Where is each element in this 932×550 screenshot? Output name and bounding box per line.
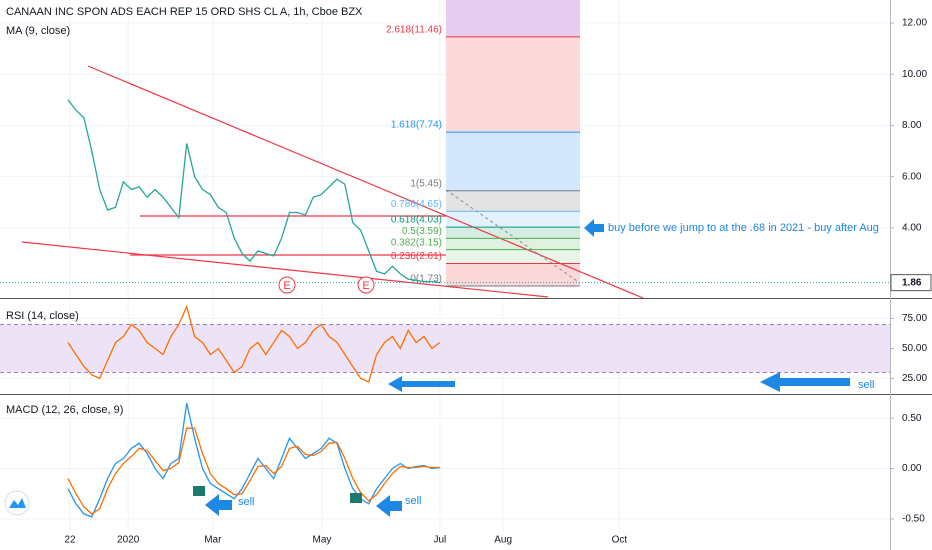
annotations: buy before we jump to at the .68 in 2021… xyxy=(4,219,879,517)
last-price-label: 1.86 xyxy=(902,277,922,288)
indicator-label: MA (9, close) xyxy=(6,25,70,37)
y-tick-label: 4.00 xyxy=(902,222,922,233)
last-price-box xyxy=(890,274,932,292)
indicator-label: RSI (14, close) xyxy=(6,310,79,322)
y-tick-label: 50.00 xyxy=(902,343,927,354)
earnings-label: E xyxy=(362,280,369,292)
y-tick-label: 12.00 xyxy=(902,18,927,29)
y-tick-label: -0.50 xyxy=(902,514,925,525)
axes: 22 2020 Mar May Jul Aug Oct 12.00 10.00 8.00 6.00 4… xyxy=(64,18,932,546)
fib-zone xyxy=(446,0,580,37)
trend-line xyxy=(87,65,644,299)
fib-label: 0.786(4.65) xyxy=(391,199,442,210)
fills xyxy=(0,0,890,532)
x-tick-label: Mar xyxy=(204,535,222,546)
x-tick-label: 2020 xyxy=(117,535,140,546)
y-tick-label: 75.00 xyxy=(902,313,927,324)
series-line xyxy=(67,304,441,383)
arrow xyxy=(205,494,232,516)
y-tick-label: 25.00 xyxy=(902,373,927,384)
annotation: sell xyxy=(858,379,875,391)
x-tick-label: Aug xyxy=(494,535,512,546)
fib-label: 0(1.73) xyxy=(410,274,442,285)
y-tick-label: 8.00 xyxy=(902,120,922,131)
annotation: buy before we jump to at the .68 in 2021… xyxy=(608,222,879,234)
fib-zone xyxy=(446,190,580,212)
y-tick-label: 10.00 xyxy=(902,69,927,80)
fib-label: 0.382(3.15) xyxy=(391,237,442,248)
series-line xyxy=(67,99,440,284)
annotation: sell xyxy=(405,495,422,507)
logo-mark xyxy=(9,498,26,508)
indicator-label: MACD (12, 26, close, 9) xyxy=(6,404,123,416)
fib-label: 1(5.45) xyxy=(410,178,442,189)
title: CANAAN INC SPON ADS EACH REP 15 ORD SHS … xyxy=(6,6,363,18)
trend-line xyxy=(21,241,549,298)
earnings-label: E xyxy=(283,280,290,292)
logo xyxy=(4,490,30,516)
series-line xyxy=(67,402,440,518)
rsi-band xyxy=(0,324,890,373)
x-tick-label: Jul xyxy=(433,535,446,546)
arrow xyxy=(388,376,455,392)
earnings-marker xyxy=(278,276,296,294)
fib-zone xyxy=(446,227,580,239)
earnings-marker xyxy=(357,276,375,294)
arrow xyxy=(376,495,402,517)
y-tick-label: 6.00 xyxy=(902,171,922,182)
fib-label: 0.5(3.59) xyxy=(402,226,442,237)
annotation: sell xyxy=(238,496,255,508)
drawings xyxy=(21,65,644,299)
fib-zone xyxy=(446,249,580,264)
fib-label: 0.236(2.61) xyxy=(391,251,442,262)
fib-zone xyxy=(446,36,580,133)
flag xyxy=(350,493,362,503)
y-tick-label: 0.00 xyxy=(902,463,922,474)
fib-zone xyxy=(446,211,580,228)
x-tick-label: 22 xyxy=(64,535,76,546)
arrow xyxy=(584,219,604,237)
fib-zone xyxy=(446,263,580,286)
flag xyxy=(193,486,205,496)
fib-label: 2.618(11.46) xyxy=(386,25,442,36)
series-line xyxy=(67,427,440,515)
x-tick-label: Oct xyxy=(612,535,628,546)
y-tick-label: 0.50 xyxy=(902,413,922,424)
fib-label: 0.618(4.03) xyxy=(391,215,442,226)
fib-zone xyxy=(446,132,580,191)
series: 0(1.73)0.236(2.61)0.382(3.15)0.5(3.59)0.… xyxy=(0,25,890,518)
x-tick-label: May xyxy=(313,535,332,546)
arrow xyxy=(760,372,850,392)
fib-label: 1.618(7.74) xyxy=(391,120,442,131)
